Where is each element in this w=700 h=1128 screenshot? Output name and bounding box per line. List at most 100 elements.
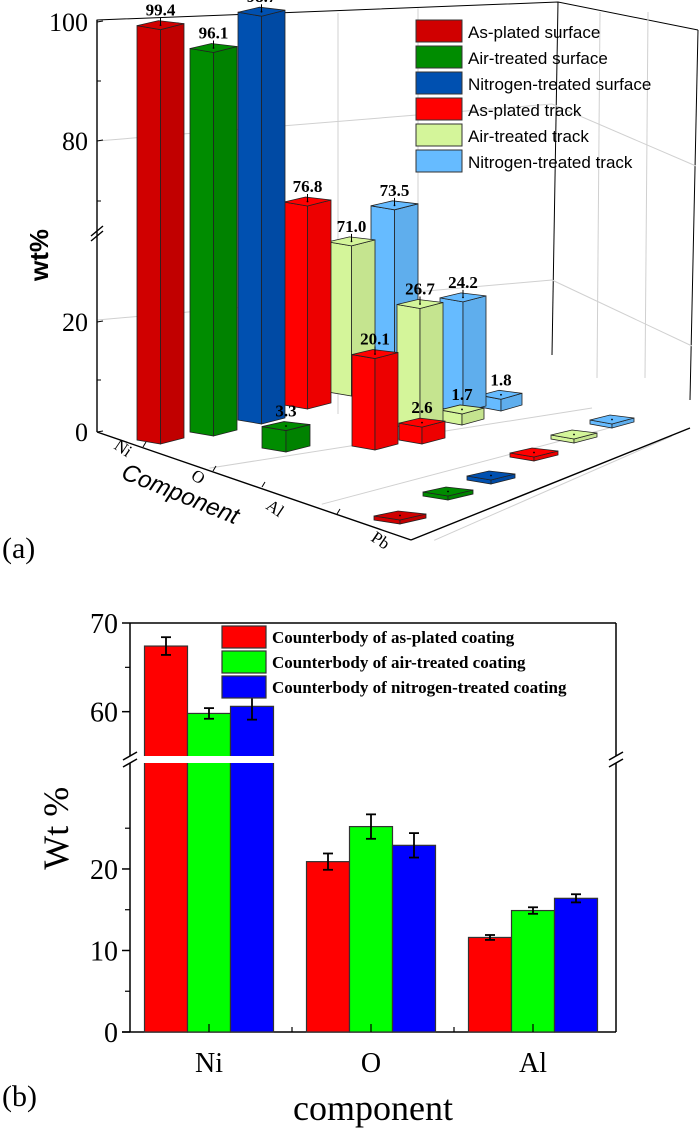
chart-a-bar-center-dot (573, 433, 575, 436)
chart-a-bar-face (237, 11, 262, 425)
chart-b-bar (305, 861, 351, 1033)
chart-b-x-axis-label: component (293, 1088, 453, 1128)
chart-b-axis-break (608, 751, 624, 761)
chart-a-legend-label: As-plated surface (468, 23, 600, 42)
chart-a-legend: As-plated surface Air-treated surface Nitr… (415, 19, 651, 173)
chart-b-axis-break-gap (128, 756, 618, 763)
chart-a-bar-face (351, 354, 376, 451)
chart-b-y-tick-label: 10 (90, 936, 118, 967)
chart-a-y-tick-label: 0 (75, 418, 88, 447)
chart-a-bar-face (283, 201, 308, 410)
chart-a-data-label: 26.7 (405, 280, 435, 299)
chart-b: 0 10 20 60 70 Ni O Al component Wt % Counterbody o… (36, 609, 624, 1128)
chart-a-category-axis (96, 431, 412, 541)
chart-a-bar-center-dot (285, 425, 287, 427)
chart-a-legend-label: Nitrogen-treated track (468, 153, 633, 172)
chart-a-category-tick (336, 508, 341, 515)
chart-a-legend-swatch (415, 97, 463, 121)
chart-b-legend-label: Counterbody of as-plated coating (272, 628, 515, 647)
chart-a-bar (439, 292, 487, 413)
chart-a-legend-swatch (415, 45, 463, 69)
chart-a-gridline (551, 279, 693, 347)
chart-a-legend-swatch (415, 123, 463, 147)
chart-b-y-tick-label: 0 (104, 1018, 118, 1049)
chart-a-bar (509, 447, 559, 462)
chart-a-bar-face (160, 23, 185, 445)
chart-b-legend-swatch (221, 675, 267, 699)
chart-a-y-tick (96, 320, 104, 323)
chart-a-data-label: 3.3 (275, 402, 296, 421)
chart-a-category-tick (142, 441, 147, 448)
chart-a-gridline (551, 103, 697, 167)
chart-a-x-axis-label: Component (118, 459, 244, 531)
chart-a-bar-center-dot (500, 393, 502, 396)
chart-b-plot: 0 10 20 60 70 Ni O Al component Wt % Counterbody o… (36, 609, 624, 1128)
chart-a-y-tick (96, 20, 104, 23)
chart-a-y-tick (96, 430, 104, 433)
chart-a-data-label: 71.0 (337, 217, 367, 236)
chart-a-bar-center-dot (533, 451, 535, 454)
chart-a-y-tick-label: 80 (62, 127, 88, 156)
chart-a-legend-swatch (415, 149, 463, 173)
chart-a-bar-face (261, 426, 287, 453)
chart-b-bar (510, 909, 556, 1033)
chart-a-axis-break (90, 225, 104, 237)
chart-a-data-label: 99.4 (146, 1, 176, 20)
chart-a-legend-label: Air-treated track (468, 127, 589, 146)
chart-b-bar (553, 897, 599, 1033)
chart-a-data-label: 73.5 (380, 181, 410, 200)
chart-a-bar (136, 20, 185, 445)
chart-b-legend-swatch (221, 650, 267, 674)
chart-a-bar-face (213, 46, 238, 437)
chart-a-data-label: 76.8 (293, 177, 323, 196)
chart-b-axis-break (608, 758, 624, 768)
chart-a-data-label: 1.8 (490, 370, 511, 389)
chart-a-wall-right-edge (689, 29, 699, 401)
chart-a-gridline (433, 435, 673, 541)
chart-b-x-tick-label: Ni (195, 1048, 223, 1079)
chart-a-category-tick (212, 465, 217, 472)
chart-a-bar-center-dot (611, 418, 613, 421)
chart-b-legend-swatch (221, 625, 267, 649)
chart-b-y-tick-label: 20 (90, 855, 118, 886)
chart-a-bar (189, 43, 238, 437)
chart-b-bar (467, 936, 513, 1033)
chart-a-category-tick-label: Ni (111, 436, 136, 461)
chart-a-bar-center-dot (461, 408, 463, 411)
chart-a-series-axis (410, 427, 691, 541)
chart-b-y-tick-label: 60 (90, 698, 118, 729)
chart-a-bar (283, 196, 332, 410)
chart-a-legend-swatch (415, 19, 463, 43)
chart-a-bar-face (189, 48, 214, 437)
chart-a-legend-label: As-plated track (468, 101, 582, 120)
chart-b-bar-break (143, 756, 189, 763)
chart-a-category-tick-label: Al (263, 496, 288, 521)
chart-b-legend: Counterbody of as-plated coating Counterb… (221, 625, 567, 699)
chart-a-bar-center-dot (447, 490, 449, 493)
chart-a-bar (422, 486, 474, 501)
chart-b-legend-label: Counterbody of air-treated coating (272, 653, 526, 672)
chart-b-axis-break (122, 758, 138, 768)
chart-a-legend-label: Nitrogen-treated surface (468, 75, 651, 94)
chart-a-bar-center-dot (421, 421, 423, 424)
chart-a-bar-face (374, 352, 399, 451)
chart-a-wall-corner-edge (551, 1, 559, 356)
chart-b-axis-break (122, 751, 138, 761)
chart-a-data-label: 2.6 (411, 398, 432, 417)
chart-a-data-label: 96.1 (199, 24, 229, 43)
chart-a-data-label: 24.2 (448, 273, 478, 292)
panel-label-b: (b) (2, 1080, 37, 1113)
chart-b-bar (143, 645, 189, 1033)
chart-a-legend-label: Air-treated surface (468, 49, 608, 68)
chart-a-bar-center-dot (399, 514, 401, 517)
chart-b-legend-label: Counterbody of nitrogen-treated coating (272, 678, 567, 697)
chart-a-bar-face (136, 25, 161, 445)
chart-a-bar-face (327, 241, 352, 397)
chart-a-bar (261, 421, 311, 453)
chart-b-x-tick-label: O (361, 1048, 381, 1079)
panel-label-a: (a) (2, 532, 36, 565)
chart-a-axis-break (90, 230, 104, 242)
chart-b-bar (391, 844, 437, 1033)
chart-a-y-tick-label: 20 (62, 308, 88, 337)
chart-a-bar (439, 404, 485, 426)
